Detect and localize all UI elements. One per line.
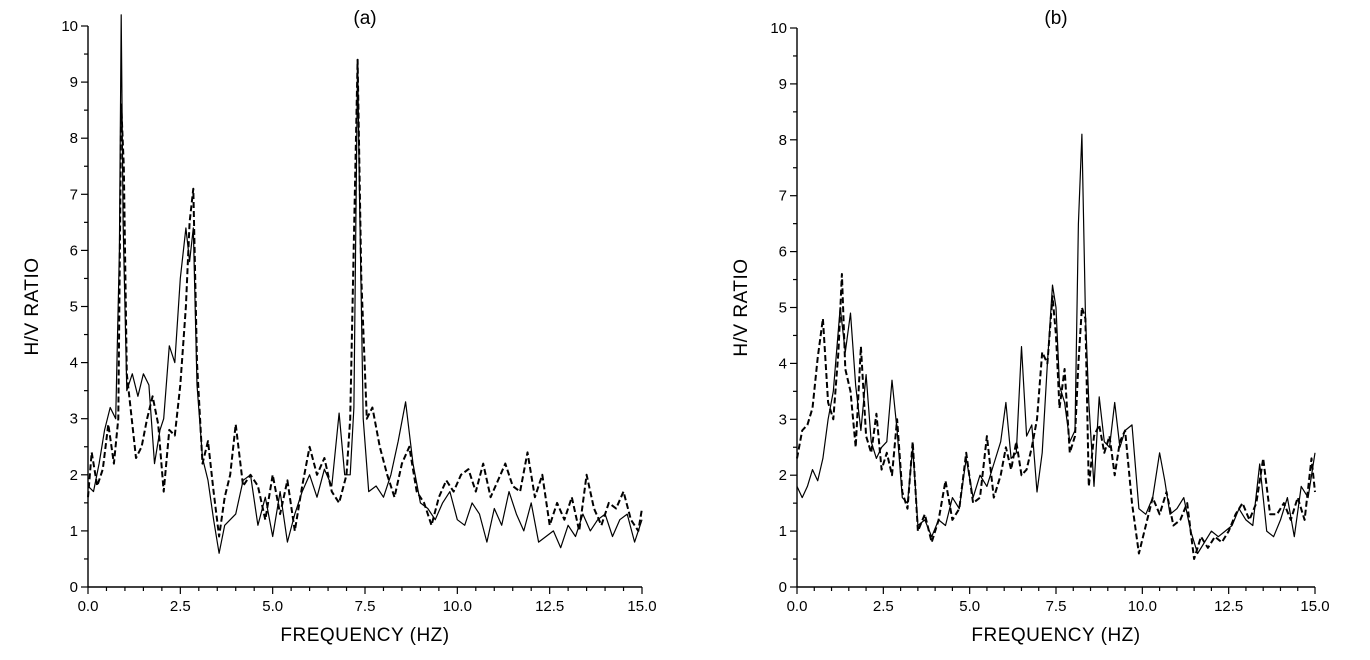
y-tick-label: 6 xyxy=(70,242,78,259)
chart-title: (a) xyxy=(353,8,376,29)
series-line-dashed xyxy=(87,58,643,538)
y-tick-label: 0 xyxy=(70,579,78,596)
x-tick-label: 12.5 xyxy=(535,598,564,615)
series-line-solid xyxy=(796,133,1316,555)
y-tick-label: 10 xyxy=(770,20,787,37)
y-axis-title: H/V RATIO xyxy=(731,258,752,356)
hv-ratio-chart-b: (b) 0 1 2 3 4 5 6 7 8 9 10 0.0 2.5 5.0 7.5 10.0 12.5 15.0 F… xyxy=(731,8,1330,646)
y-tick-label: 2 xyxy=(70,467,78,484)
x-axis-title: FREQUENCY (HZ) xyxy=(280,625,449,646)
x-tick-label: 5.0 xyxy=(959,598,980,615)
x-tick-label: 12.5 xyxy=(1214,598,1243,615)
y-tick-label: 3 xyxy=(70,411,78,428)
y-tick-label: 9 xyxy=(779,76,787,93)
y-tick-label: 5 xyxy=(779,300,787,317)
y-tick-label: 8 xyxy=(779,132,787,149)
y-tick-label: 3 xyxy=(779,411,787,428)
y-tick-label: 5 xyxy=(70,299,78,316)
y-tick-label: 10 xyxy=(61,18,78,35)
series-line-dashed xyxy=(796,273,1316,560)
y-axis-title: H/V RATIO xyxy=(22,257,43,355)
x-tick-label: 15.0 xyxy=(627,598,656,615)
x-axis-title: FREQUENCY (HZ) xyxy=(971,625,1140,646)
chart-panel-a: (a) 0 1 2 3 4 5 6 7 8 9 10 0.0 2.5 5.0 7.5 10.0 12.5 15.0 F… xyxy=(22,8,657,646)
x-tick-label: 10.0 xyxy=(1128,598,1157,615)
x-tick-label: 5.0 xyxy=(262,598,283,615)
x-tick-label: 15.0 xyxy=(1300,598,1329,615)
chart-panel-b: (b) 0 1 2 3 4 5 6 7 8 9 10 0.0 2.5 5.0 7.5 10.0 12.5 15.0 F… xyxy=(685,0,1370,660)
x-tick-label: 0.0 xyxy=(78,598,99,615)
x-tick-label: 7.5 xyxy=(1046,598,1067,615)
y-tick-label: 7 xyxy=(779,188,787,205)
y-tick-label: 6 xyxy=(779,244,787,261)
y-tick-label: 9 xyxy=(70,74,78,91)
y-tick-label: 1 xyxy=(70,523,78,540)
x-tick-label: 2.5 xyxy=(873,598,894,615)
y-tick-label: 7 xyxy=(70,186,78,203)
series-line-solid xyxy=(87,14,643,554)
y-tick-label: 1 xyxy=(779,523,787,540)
y-tick-label: 4 xyxy=(70,355,78,372)
x-tick-label: 0.0 xyxy=(787,598,808,615)
chart-title: (b) xyxy=(1044,8,1067,29)
x-tick-label: 10.0 xyxy=(443,598,472,615)
hv-ratio-chart-a: (a) 0 1 2 3 4 5 6 7 8 9 10 0.0 2.5 5.0 7.5 10.0 12.5 15.0 F… xyxy=(22,8,657,646)
y-tick-label: 8 xyxy=(70,130,78,147)
x-tick-label: 7.5 xyxy=(355,598,376,615)
x-tick-label: 2.5 xyxy=(170,598,191,615)
y-tick-label: 2 xyxy=(779,467,787,484)
y-tick-label: 0 xyxy=(779,579,787,596)
y-tick-label: 4 xyxy=(779,355,787,372)
